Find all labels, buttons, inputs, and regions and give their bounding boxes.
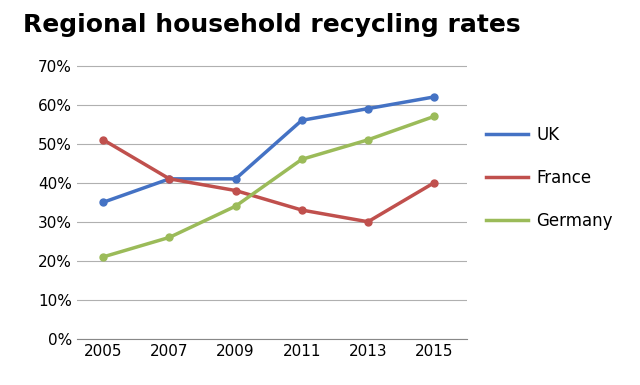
- Germany: [364, 137, 372, 142]
- UK: [430, 95, 438, 99]
- France: [298, 208, 306, 213]
- Line: Germany: Germany: [100, 113, 438, 260]
- Line: UK: UK: [100, 94, 438, 206]
- Germany: [99, 254, 107, 259]
- Title: Regional household recycling rates: Regional household recycling rates: [23, 13, 521, 37]
- France: [99, 137, 107, 142]
- Germany: [232, 204, 239, 208]
- Germany: [430, 114, 438, 119]
- France: [430, 181, 438, 185]
- Line: France: France: [100, 136, 438, 225]
- UK: [364, 106, 372, 111]
- UK: [99, 200, 107, 204]
- UK: [232, 177, 239, 181]
- France: [166, 177, 173, 181]
- Legend: UK, France, Germany: UK, France, Germany: [479, 119, 620, 236]
- UK: [166, 177, 173, 181]
- Germany: [166, 235, 173, 240]
- Germany: [298, 157, 306, 162]
- France: [232, 188, 239, 193]
- France: [364, 219, 372, 224]
- UK: [298, 118, 306, 123]
